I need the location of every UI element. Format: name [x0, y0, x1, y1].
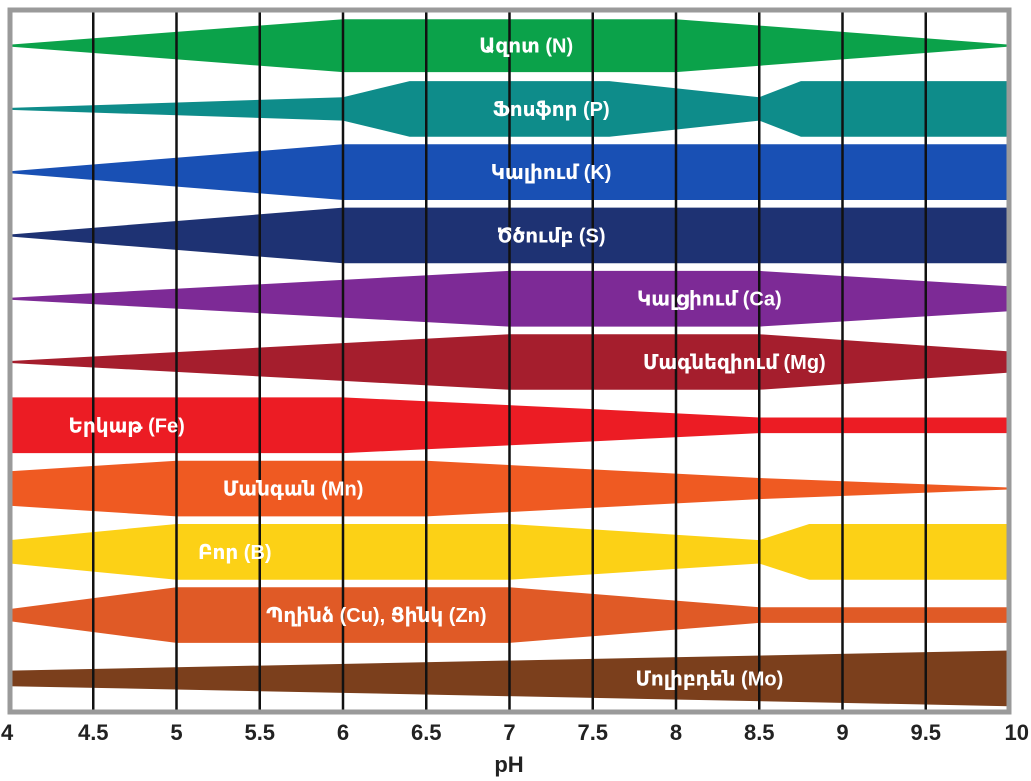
band-label: Մանգան (Mn): [223, 479, 364, 501]
x-tick-label: 7.5: [577, 720, 608, 745]
x-axis-title: pH: [494, 752, 523, 777]
x-tick-label: 4.5: [78, 720, 109, 745]
x-tick-labels: 4 4.5 5 5.5 6 6.5 7 7.5 8 8.5 9 9.5 10: [1, 720, 1029, 745]
band-label: Երկաթ (Fe): [68, 415, 184, 437]
band-label: Մագնեզիում (Mg): [643, 352, 826, 374]
x-tick-label: 5.5: [244, 720, 275, 745]
x-tick-label: 4: [1, 720, 14, 745]
x-tick-label: 8.5: [744, 720, 775, 745]
x-tick-label: 7: [503, 720, 515, 745]
x-tick-label: 6.5: [411, 720, 442, 745]
band-label: Մոլիբդեն (Mo): [635, 668, 783, 690]
band-label: Ազոտ (N): [479, 36, 573, 58]
grid-layer: [92, 10, 927, 712]
band-label: Ֆոսֆոր (P): [493, 99, 610, 121]
band-label: Բոր (B): [198, 542, 272, 564]
band-label: Ծծումբ (S): [497, 225, 606, 247]
x-tick-label: 9.5: [910, 720, 941, 745]
x-tick-label: 8: [670, 720, 682, 745]
x-tick-label: 5: [170, 720, 182, 745]
band-label: Կալցիում (Ca): [637, 289, 782, 311]
band-label: Կալիում (K): [491, 162, 612, 184]
band-labels-layer: Ազոտ (N) Ֆոսֆոր (P) Կալիում (K) Ծծումբ (S) Կ…: [68, 36, 825, 691]
band-label: Պղինձ (Cu), Ցինկ (Zn): [266, 605, 486, 627]
x-tick-label: 9: [836, 720, 848, 745]
x-tick-label: 10: [1005, 720, 1029, 745]
x-tick-label: 6: [337, 720, 349, 745]
plot-frame: [7, 7, 1012, 715]
